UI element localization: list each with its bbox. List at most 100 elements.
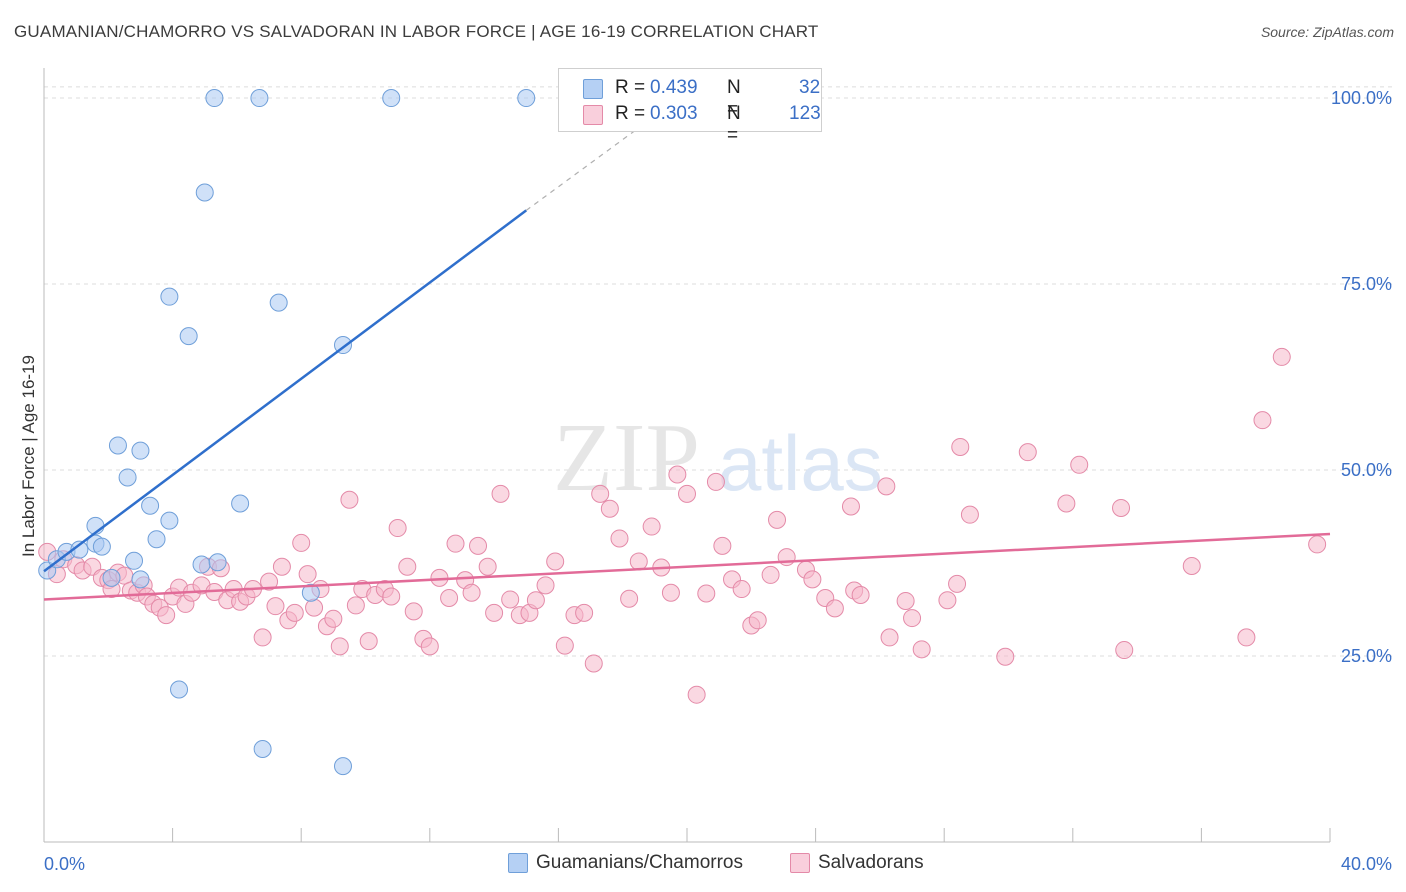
salvadoran-point (536, 576, 555, 595)
guamanian-trendline-extension (525, 127, 640, 211)
salvadoran-point (305, 598, 324, 617)
salvadoran-point (398, 557, 417, 576)
salvadoran-point (292, 533, 311, 552)
salvadoran-point (877, 477, 896, 496)
guamanian-point (195, 183, 214, 202)
y-tick-label: 25.0% (1341, 646, 1392, 666)
salvadoran-point (285, 603, 304, 622)
guamanian-point (102, 568, 121, 587)
salvadoran-point (546, 552, 565, 571)
salvadoran-point (713, 536, 732, 555)
salvadoran-point (768, 510, 787, 529)
salvadoran-trendline (43, 532, 1331, 601)
salvadoran-point (485, 603, 504, 622)
salvadoran-point (732, 580, 751, 599)
salvadoran-point (272, 557, 291, 576)
legend-r-value: 0.439 (650, 77, 698, 98)
salvadoran-point (324, 609, 343, 628)
salvadoran-point (912, 640, 931, 659)
guamanian-point (382, 89, 401, 108)
legend-swatch-guamanians (583, 79, 603, 99)
guamanian-point (517, 89, 536, 108)
salvadoran-point (620, 589, 639, 608)
guamanian-point (131, 441, 150, 460)
salvadoran-point (880, 628, 899, 647)
salvadoran-point (260, 572, 279, 591)
salvadoran-point (706, 472, 725, 491)
guamanian-point (125, 551, 144, 570)
correlation-legend: R = 0.439 N = 32 R = 0.303 N = 123 (558, 68, 822, 146)
bottom-legend-swatch-guamanians (508, 853, 528, 873)
salvadoran-point (591, 484, 610, 503)
salvadoran-point (526, 591, 545, 610)
salvadoran-point (761, 565, 780, 584)
salvadoran-point (629, 552, 648, 571)
watermark-zip: ZIP (553, 404, 700, 512)
bottom-legend-label-guamanians: Guamanians/Chamorros (536, 852, 743, 873)
salvadoran-point (584, 654, 603, 673)
y-tick-label: 50.0% (1341, 460, 1392, 480)
salvadoran-point (841, 497, 860, 516)
salvadoran-point (1018, 443, 1037, 462)
salvadoran-point (382, 587, 401, 606)
salvadoran-point (346, 596, 365, 615)
chart-title: GUAMANIAN/CHAMORRO VS SALVADORAN IN LABO… (14, 22, 819, 41)
guamanian-point (160, 287, 179, 306)
guamanian-point (301, 583, 320, 602)
salvadoran-point (575, 603, 594, 622)
guamanian-point (141, 496, 160, 515)
guamanian-point (269, 293, 288, 312)
salvadoran-point (253, 628, 272, 647)
salvadoran-point (440, 588, 459, 607)
salvadoran-point (996, 647, 1015, 666)
salvadoran-point (359, 632, 378, 651)
salvadoran-point (748, 611, 767, 630)
trend-layer (43, 127, 1331, 601)
guamanian-point (92, 537, 111, 556)
guamanian-point (250, 89, 269, 108)
salvadoran-point (687, 685, 706, 704)
salvadoran-point (1182, 556, 1201, 575)
legend-n-label: N = (727, 77, 741, 120)
salvadoran-point (1272, 347, 1291, 366)
legend-n-value: 32 (799, 77, 821, 98)
salvadoran-point (851, 586, 870, 605)
salvadoran-point (610, 529, 629, 548)
bottom-legend-swatch-salvadorans (790, 853, 810, 873)
legend-r-label: R = (615, 77, 646, 98)
watermark: ZIP atlas (553, 404, 883, 512)
watermark-atlas: atlas (718, 419, 883, 507)
salvadoran-point (803, 570, 822, 589)
salvadoran-point (462, 583, 481, 602)
y-tick-label: 100.0% (1331, 88, 1392, 108)
salvadoran-point (1112, 498, 1131, 517)
x-tick-label: 40.0% (1341, 854, 1392, 874)
legend-n-label: N = (727, 103, 741, 146)
guamanian-point (333, 757, 352, 776)
salvadoran-point (1253, 411, 1272, 430)
salvadoran-point (298, 565, 317, 584)
guamanian-trendline (43, 209, 527, 573)
legend-swatch-salvadorans (583, 105, 603, 125)
salvadoran-point (678, 484, 696, 503)
guamanian-point (118, 468, 137, 487)
salvadoran-point (1115, 641, 1134, 660)
salvadoran-point (501, 590, 520, 609)
salvadoran-point (951, 437, 970, 456)
guamanian-point (253, 740, 272, 759)
salvadoran-point (157, 606, 176, 625)
salvadoran-point (266, 597, 285, 616)
salvadoran-point (1308, 535, 1327, 554)
guamanian-point (192, 555, 211, 574)
guamanian-point (170, 680, 189, 699)
guamanian-point (179, 327, 198, 346)
legend-r-label: R = (615, 103, 646, 124)
guamanian-point (147, 530, 166, 549)
guamanian-point (108, 436, 127, 455)
axes-layer: 25.0% 50.0% 75.0% 100.0% 0.0% 40.0% (43, 68, 1392, 874)
salvadoran-point (555, 636, 574, 655)
salvadoran-point (668, 465, 687, 484)
salvadoran-point (388, 519, 407, 538)
guamanian-point (131, 570, 150, 589)
